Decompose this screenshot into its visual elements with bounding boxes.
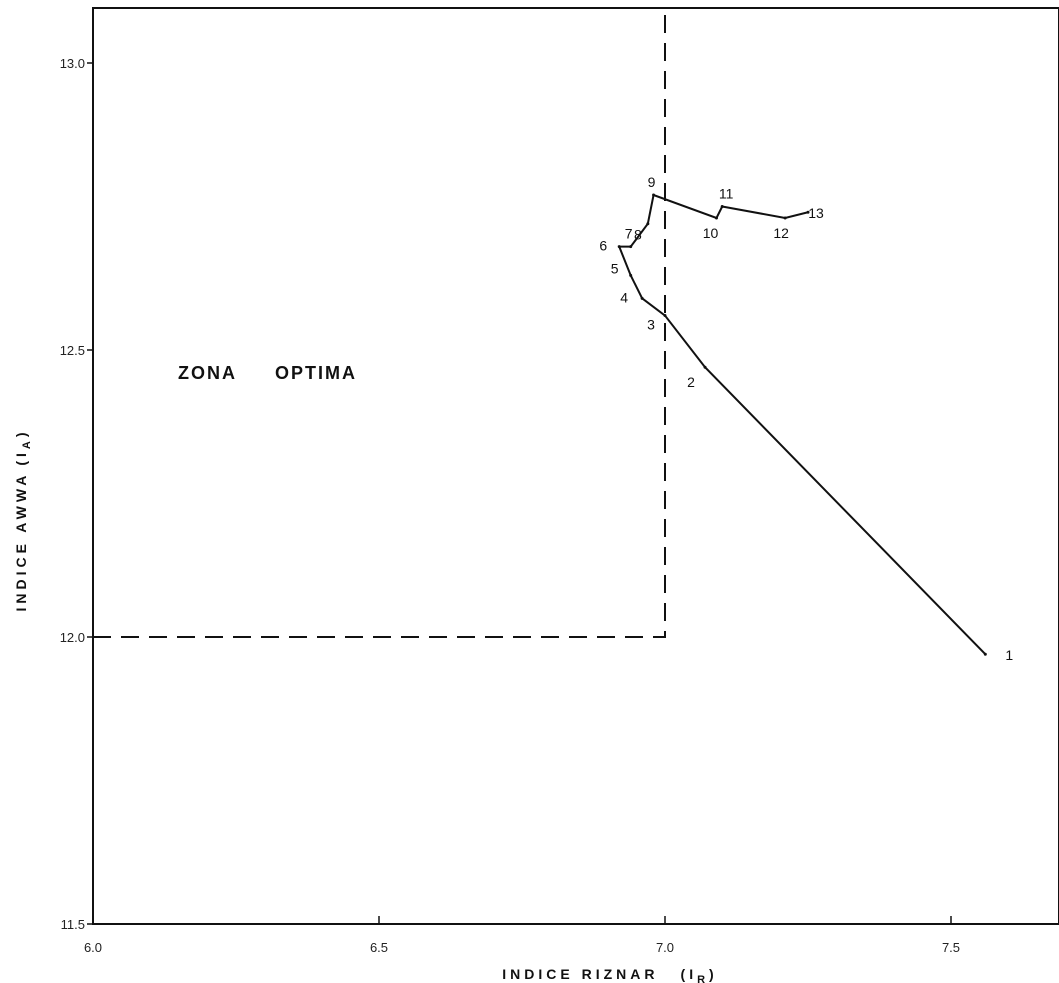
point-label: 5 (611, 260, 619, 276)
optimal-zone: ZONA OPTIMA (93, 8, 666, 638)
x-axis-symbol: I (689, 966, 697, 982)
point-label: 7 (625, 226, 633, 242)
data-point (703, 365, 707, 369)
y-axis-subscript: A (21, 437, 33, 449)
zone-label-word: OPTIMA (275, 363, 357, 383)
data-point (783, 216, 787, 220)
plot-frame (92, 7, 1059, 925)
point-label: 1 (1005, 647, 1013, 663)
y-tick-label: 11.5 (61, 917, 85, 932)
x-axis-label: INDICE RIZNAR (502, 966, 658, 982)
y-axis-open-paren: ( (13, 457, 29, 466)
data-point (806, 210, 810, 214)
axis-ticks: 6.0 6.5 7.0 7.5 11.5 12.0 12.5 13.0 (60, 56, 960, 955)
data-point (629, 273, 633, 277)
point-label: 13 (808, 205, 824, 221)
point-label: 2 (687, 374, 695, 390)
zone-label-word: ZONA (178, 363, 237, 383)
data-point (714, 216, 718, 220)
data-point (640, 296, 644, 300)
x-tick-label: 7.5 (942, 940, 960, 955)
data-point (617, 245, 621, 249)
point-label: 10 (703, 225, 719, 241)
y-tick-label: 12.0 (60, 630, 85, 645)
point-label: 12 (773, 225, 789, 241)
x-axis-open-paren: ( (681, 966, 690, 982)
zone-label: ZONA OPTIMA (178, 363, 357, 383)
series-line (617, 193, 987, 655)
x-axis-close-paren: ) (709, 966, 718, 982)
point-label: 8 (634, 227, 642, 243)
point-label: 3 (647, 317, 655, 333)
y-axis-label: INDICE AWWA (13, 472, 29, 612)
y-axis-title: INDICE AWWA (IA) (13, 428, 33, 611)
data-point (629, 245, 633, 249)
data-point (983, 652, 987, 656)
data-point (646, 222, 650, 226)
point-label: 4 (620, 289, 628, 305)
point-label: 9 (648, 174, 656, 190)
data-point (663, 314, 667, 318)
y-axis-close-paren: ) (13, 428, 29, 437)
x-tick-label: 6.5 (370, 940, 388, 955)
data-point (720, 205, 724, 208)
point-label: 11 (719, 186, 734, 202)
data-point (652, 193, 656, 197)
point-label: 6 (599, 238, 607, 254)
y-tick-label: 13.0 (60, 56, 85, 71)
y-tick-label: 12.5 (60, 343, 85, 358)
x-tick-label: 7.0 (656, 940, 674, 955)
x-tick-label: 6.0 (84, 940, 102, 955)
x-axis-subscript: R (697, 974, 709, 983)
zone-boundary (93, 8, 666, 638)
x-axis-title: INDICE RIZNAR (IR) (502, 966, 717, 983)
y-axis-symbol: I (13, 449, 29, 457)
